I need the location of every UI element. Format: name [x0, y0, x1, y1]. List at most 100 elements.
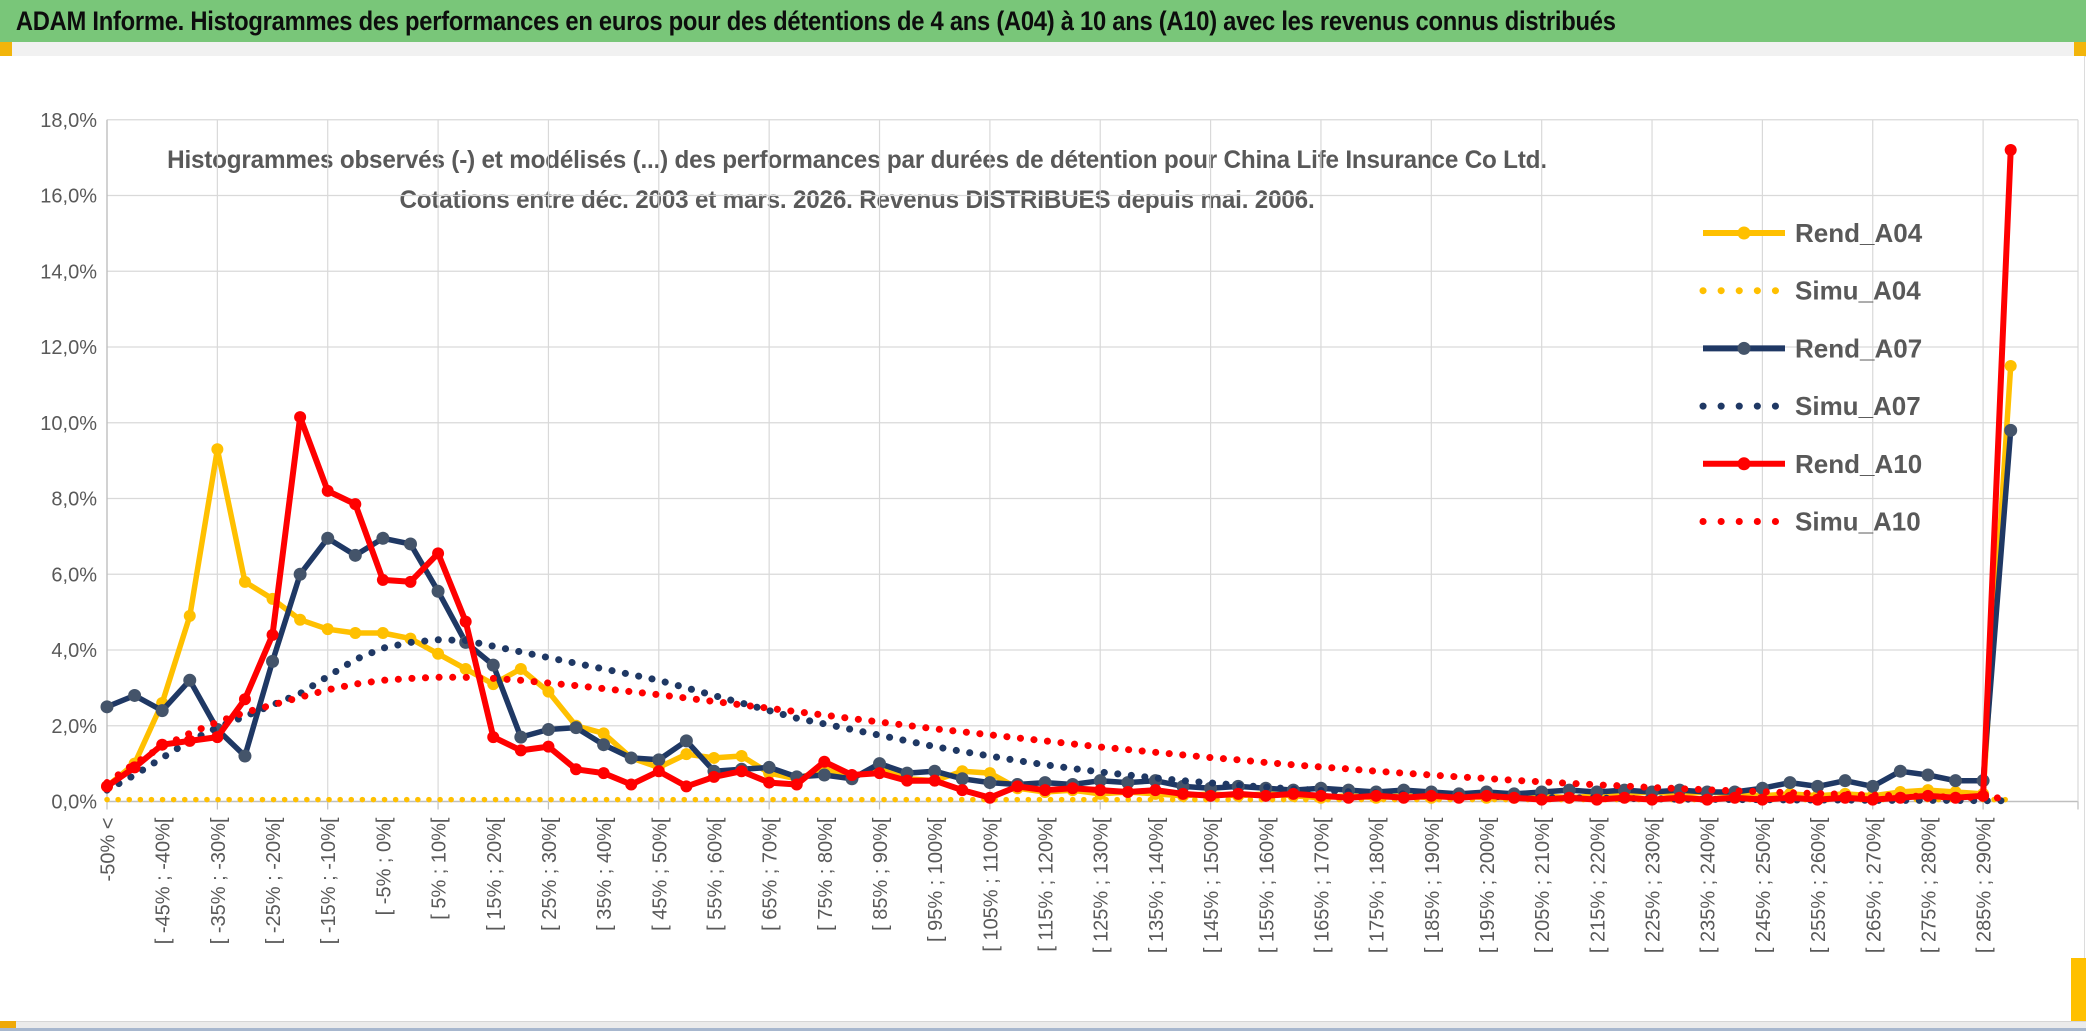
chart-title-line1: Histogrammes observés (-) et modélisés (… [167, 146, 1547, 174]
y-axis-tick-label: 0,0% [51, 792, 97, 814]
y-axis-tick-label: 6,0% [51, 564, 97, 586]
x-axis-tick-label: [ 235% ; 240%[ [1698, 817, 1720, 953]
series-Rend_A10-marker [1646, 793, 1659, 806]
series-Rend_A07-marker [321, 531, 335, 545]
series-Rend_A10-marker [211, 731, 224, 744]
x-axis-tick-label: [ 25% ; 30%[ [539, 817, 561, 931]
series-Rend_A10-line [105, 149, 2014, 803]
series-Rend_A07-marker [486, 658, 500, 672]
series-Rend_A10-marker [1756, 793, 1769, 806]
series-Rend_A10-marker [376, 573, 389, 586]
series-Rend_A10-marker [1673, 791, 1686, 804]
legend-item-Simu_A07: Simu_A07 [1699, 391, 1921, 421]
x-axis-tick-label: [ 185% ; 190%[ [1422, 817, 1444, 953]
x-axis-tick-label: [ -15% ; -10%[ [318, 817, 340, 944]
series-Rend_A10-marker [735, 765, 748, 778]
series-Rend_A07-marker [597, 738, 611, 752]
series-Rend_A10-marker [1314, 789, 1327, 802]
series-Rend_A10-marker [1011, 780, 1024, 793]
x-axis-tick-label: [ 165% ; 170%[ [1311, 817, 1333, 953]
x-axis-tick-label: [ 195% ; 200%[ [1477, 817, 1499, 953]
series-Rend_A10-marker [1177, 787, 1190, 800]
series-Rend_A07-marker [652, 753, 666, 767]
y-axis-tick-label: 10,0% [40, 413, 97, 435]
x-axis-tick-label: [ 245% ; 250%[ [1753, 817, 1775, 953]
series-Rend_A04-marker [349, 626, 362, 639]
x-axis-tick-label: -50% < [98, 818, 120, 882]
series-Rend_A10-marker [625, 778, 638, 791]
series-Rend_A10-marker [321, 484, 334, 497]
series-Rend_A10-marker [1508, 791, 1521, 804]
x-axis-tick-label: [ -45% ; -40%[ [153, 817, 175, 944]
series-Rend_A04-marker [459, 662, 472, 675]
series-Rend_A07-marker [2004, 423, 2018, 437]
series-Rend_A10-marker [542, 740, 555, 753]
legend-marker-sample [1737, 341, 1751, 355]
x-axis-tick-label: [ 85% ; 90%[ [870, 817, 892, 931]
series-Rend_A10-marker [570, 763, 583, 776]
series-Rend_A10-marker [790, 778, 803, 791]
x-axis-tick-label: [ 145% ; 150%[ [1201, 817, 1223, 953]
series-Rend_A10-marker [1066, 782, 1079, 795]
series-Rend_A10-marker [1259, 789, 1272, 802]
x-axis-tick-label: [ 225% ; 230%[ [1643, 817, 1665, 953]
series-Rend_A07-marker [403, 537, 417, 551]
x-axis-tick-label: [ 255% ; 260%[ [1808, 817, 1830, 953]
series-Rend_A04-marker [514, 662, 527, 675]
series-Rend_A04-marker [487, 678, 500, 691]
window-bottom-border [0, 1028, 2086, 1031]
legend-label: Simu_A07 [1795, 391, 1921, 421]
series-Rend_A07-marker [679, 734, 693, 748]
series-Rend_A10-marker [901, 774, 914, 787]
series-Rend_A10-marker [1039, 784, 1052, 797]
series-Rend_A10-marker [956, 784, 969, 797]
series-Rend_A04-marker [238, 575, 251, 588]
series-Rend_A07-marker [983, 776, 997, 790]
series-Rend_A10-marker [1121, 786, 1134, 799]
series-Rend_A07-marker [541, 723, 555, 737]
series-Rend_A07-marker [293, 567, 307, 581]
x-axis-tick-label: [ -25% ; -20%[ [263, 817, 285, 944]
legend-label: Rend_A07 [1795, 333, 1922, 363]
x-axis-tick-label: [ 215% ; 220%[ [1587, 817, 1609, 953]
series-Rend_A07-marker [431, 584, 445, 598]
series-Rend_A04-marker [2004, 359, 2017, 372]
series-Rend_A07-marker [1893, 764, 1907, 778]
series-Rend_A10-marker [845, 768, 858, 781]
series-Rend_A10-marker [238, 693, 251, 706]
series-Rend_A04-marker [294, 613, 307, 626]
series-Rend_A07-marker [762, 760, 776, 774]
series-Rend_A07-marker [100, 700, 114, 714]
series-Rend_A10-marker [763, 776, 776, 789]
series-Rend_A10-marker [487, 731, 500, 744]
series-Rend_A04-marker [735, 750, 748, 763]
legend-label: Rend_A04 [1795, 218, 1923, 248]
legend-item-Rend_A07: Rend_A07 [1703, 333, 1922, 363]
series-Rend_A10-marker [707, 770, 720, 783]
chart-canvas: Histogrammes observés (-) et modélisés (… [0, 56, 2085, 1021]
series-Rend_A10-marker [1397, 791, 1410, 804]
chart-title: Histogrammes observés (-) et modélisés (… [130, 140, 1585, 220]
x-axis-tick-label: [ 105% ; 110%[ [980, 817, 1002, 952]
series-Rend_A10-marker [928, 774, 941, 787]
series-Rend_A07-marker [873, 757, 887, 771]
series-Rend_A04-marker [983, 767, 996, 780]
series-Rend_A10-marker [1701, 793, 1714, 806]
series-Rend_A07-marker [348, 548, 362, 562]
series-Rend_A07-marker [928, 764, 942, 778]
series-Rend_A10-marker [294, 411, 307, 424]
x-axis-tick-label: [ 95% ; 100%[ [925, 817, 947, 942]
series-Rend_A10-marker [1370, 789, 1383, 802]
series-Rend_A07-marker [238, 749, 252, 763]
x-axis-tick-label: [ 75% ; 80%[ [815, 817, 837, 931]
horizontal-scrollbar[interactable] [0, 1021, 2086, 1029]
series-Rend_A10-marker [680, 780, 693, 793]
scrollbar-corner-marker [0, 1021, 16, 1031]
x-axis-tick-label: [ 125% ; 130%[ [1091, 817, 1113, 953]
series-Rend_A10-marker [1728, 791, 1741, 804]
series-Rend_A10-marker [404, 575, 417, 588]
series-Rend_A10-marker [2004, 144, 2017, 157]
legend-item-Simu_A10: Simu_A10 [1699, 507, 1921, 537]
series-Rend_A07-marker [955, 772, 969, 786]
